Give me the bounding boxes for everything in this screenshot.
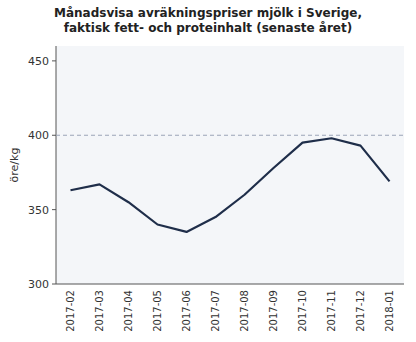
tick-mark (52, 135, 56, 136)
tick-label: 2017-10 (297, 290, 308, 332)
reference-line (56, 135, 404, 136)
tick-label: 2017-06 (181, 290, 192, 332)
axis-line (56, 46, 57, 284)
axis-line (56, 284, 404, 285)
y-axis: 300 350 400 450 (28, 55, 56, 291)
line (71, 138, 390, 232)
tick-label: 2017-02 (65, 290, 76, 332)
tick-label: 2017-04 (123, 290, 134, 332)
plot-background (56, 46, 404, 284)
tick-label: 2017-08 (239, 290, 250, 332)
tick-label: 400 (28, 129, 49, 142)
tick-mark (52, 284, 56, 285)
plot-area (56, 135, 404, 232)
tick-mark (52, 60, 56, 61)
x-axis: 2017-02 2017-03 2017-04 2017-05 2017-06 2017-… (65, 290, 395, 332)
tick-label: 2017-09 (268, 290, 279, 332)
tick-label: 450 (28, 55, 49, 68)
tick-label: 300 (28, 278, 49, 291)
tick-label: 2017-05 (152, 290, 163, 332)
tick-label: 350 (28, 204, 49, 217)
tick-label: 2017-11 (326, 290, 337, 332)
tick-label: 2018-01 (384, 290, 395, 332)
title: Månadsvisa avräkningspriser mjölk i Sver… (54, 6, 362, 35)
tick-label: 2017-12 (355, 290, 366, 332)
chart: 300 350 400 450 2017-02 2017-03 2017-04 2017-05… (0, 0, 416, 342)
chart-container: 300 350 400 450 2017-02 2017-03 2017-04 2017-05… (0, 0, 416, 342)
tick-mark (52, 209, 56, 210)
axis-label: öre/kg (8, 148, 21, 183)
tick-label: 2017-03 (94, 290, 105, 332)
tick-label: 2017-07 (210, 290, 221, 332)
